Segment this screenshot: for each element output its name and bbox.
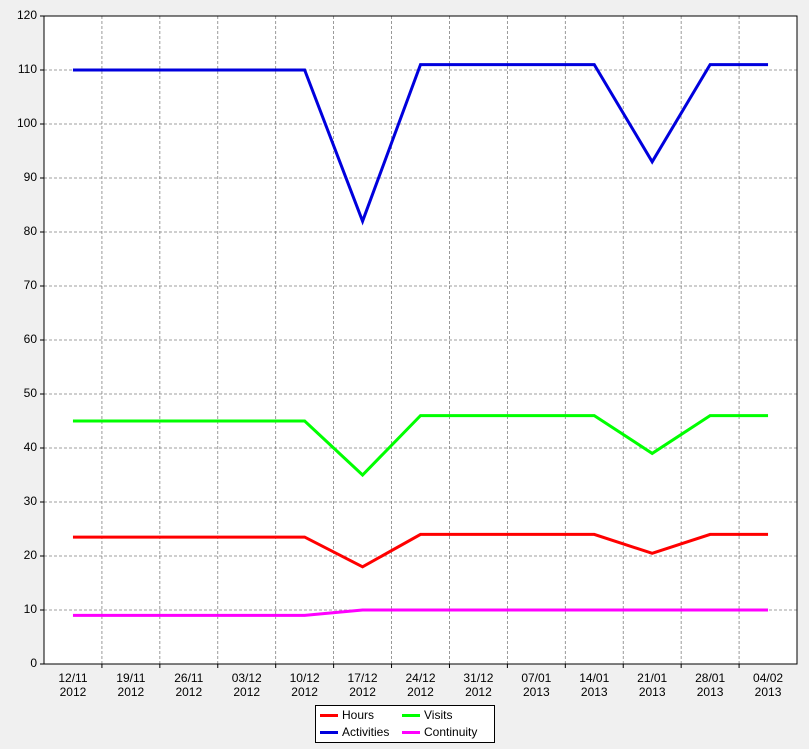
y-tick-label: 40 xyxy=(24,440,38,454)
legend-label: Continuity xyxy=(424,725,478,739)
y-tick-label: 50 xyxy=(24,386,38,400)
legend-swatch xyxy=(402,731,420,735)
plot-border xyxy=(43,15,798,665)
y-tick-label: 0 xyxy=(30,656,37,670)
x-tick-label: 26/11 2012 xyxy=(174,671,204,699)
x-tick-label: 14/01 2013 xyxy=(579,671,610,699)
legend-label: Visits xyxy=(424,708,453,722)
y-tick-label: 90 xyxy=(24,170,38,184)
x-tick-label: 12/11 2012 xyxy=(58,671,88,699)
legend-item: Activities xyxy=(320,724,389,740)
legend-swatch xyxy=(320,714,338,718)
y-tick-label: 100 xyxy=(17,116,37,130)
x-tick-label: 31/12 2012 xyxy=(463,671,494,699)
series-line xyxy=(72,63,769,226)
x-tick-label: 03/12 2012 xyxy=(231,671,262,699)
legend-item: Continuity xyxy=(402,724,477,740)
y-tick-label: 110 xyxy=(18,62,37,76)
legend-swatch xyxy=(320,731,338,735)
x-tick-label: 04/02 2013 xyxy=(753,671,784,699)
legend-item: Visits xyxy=(402,707,452,723)
y-tick-label: 10 xyxy=(24,602,38,616)
series-line xyxy=(72,532,769,569)
y-tick-label: 70 xyxy=(24,278,38,292)
legend-label: Activities xyxy=(342,725,390,739)
x-tick-label: 07/01 2013 xyxy=(521,671,552,699)
legend-item: Hours xyxy=(320,707,374,723)
y-tick-label: 120 xyxy=(17,8,37,22)
x-tick-label: 28/01 2013 xyxy=(695,671,726,699)
x-tick-label: 10/12 2012 xyxy=(289,671,320,699)
x-tick-label: 24/12 2012 xyxy=(405,671,436,699)
legend: Hours Visits Activities Continuity xyxy=(315,705,495,743)
y-tick-label: 20 xyxy=(24,548,38,562)
legend-swatch xyxy=(402,714,420,718)
y-tick-label: 30 xyxy=(24,494,38,508)
y-tick-label: 60 xyxy=(24,332,38,346)
x-tick-label: 17/12 2012 xyxy=(347,671,378,699)
legend-label: Hours xyxy=(342,708,375,722)
x-tick-label: 19/11 2012 xyxy=(116,671,146,699)
series-line xyxy=(72,414,769,478)
y-tick-label: 80 xyxy=(24,224,38,238)
series-line xyxy=(72,608,769,617)
x-tick-label: 21/01 2013 xyxy=(637,671,668,699)
